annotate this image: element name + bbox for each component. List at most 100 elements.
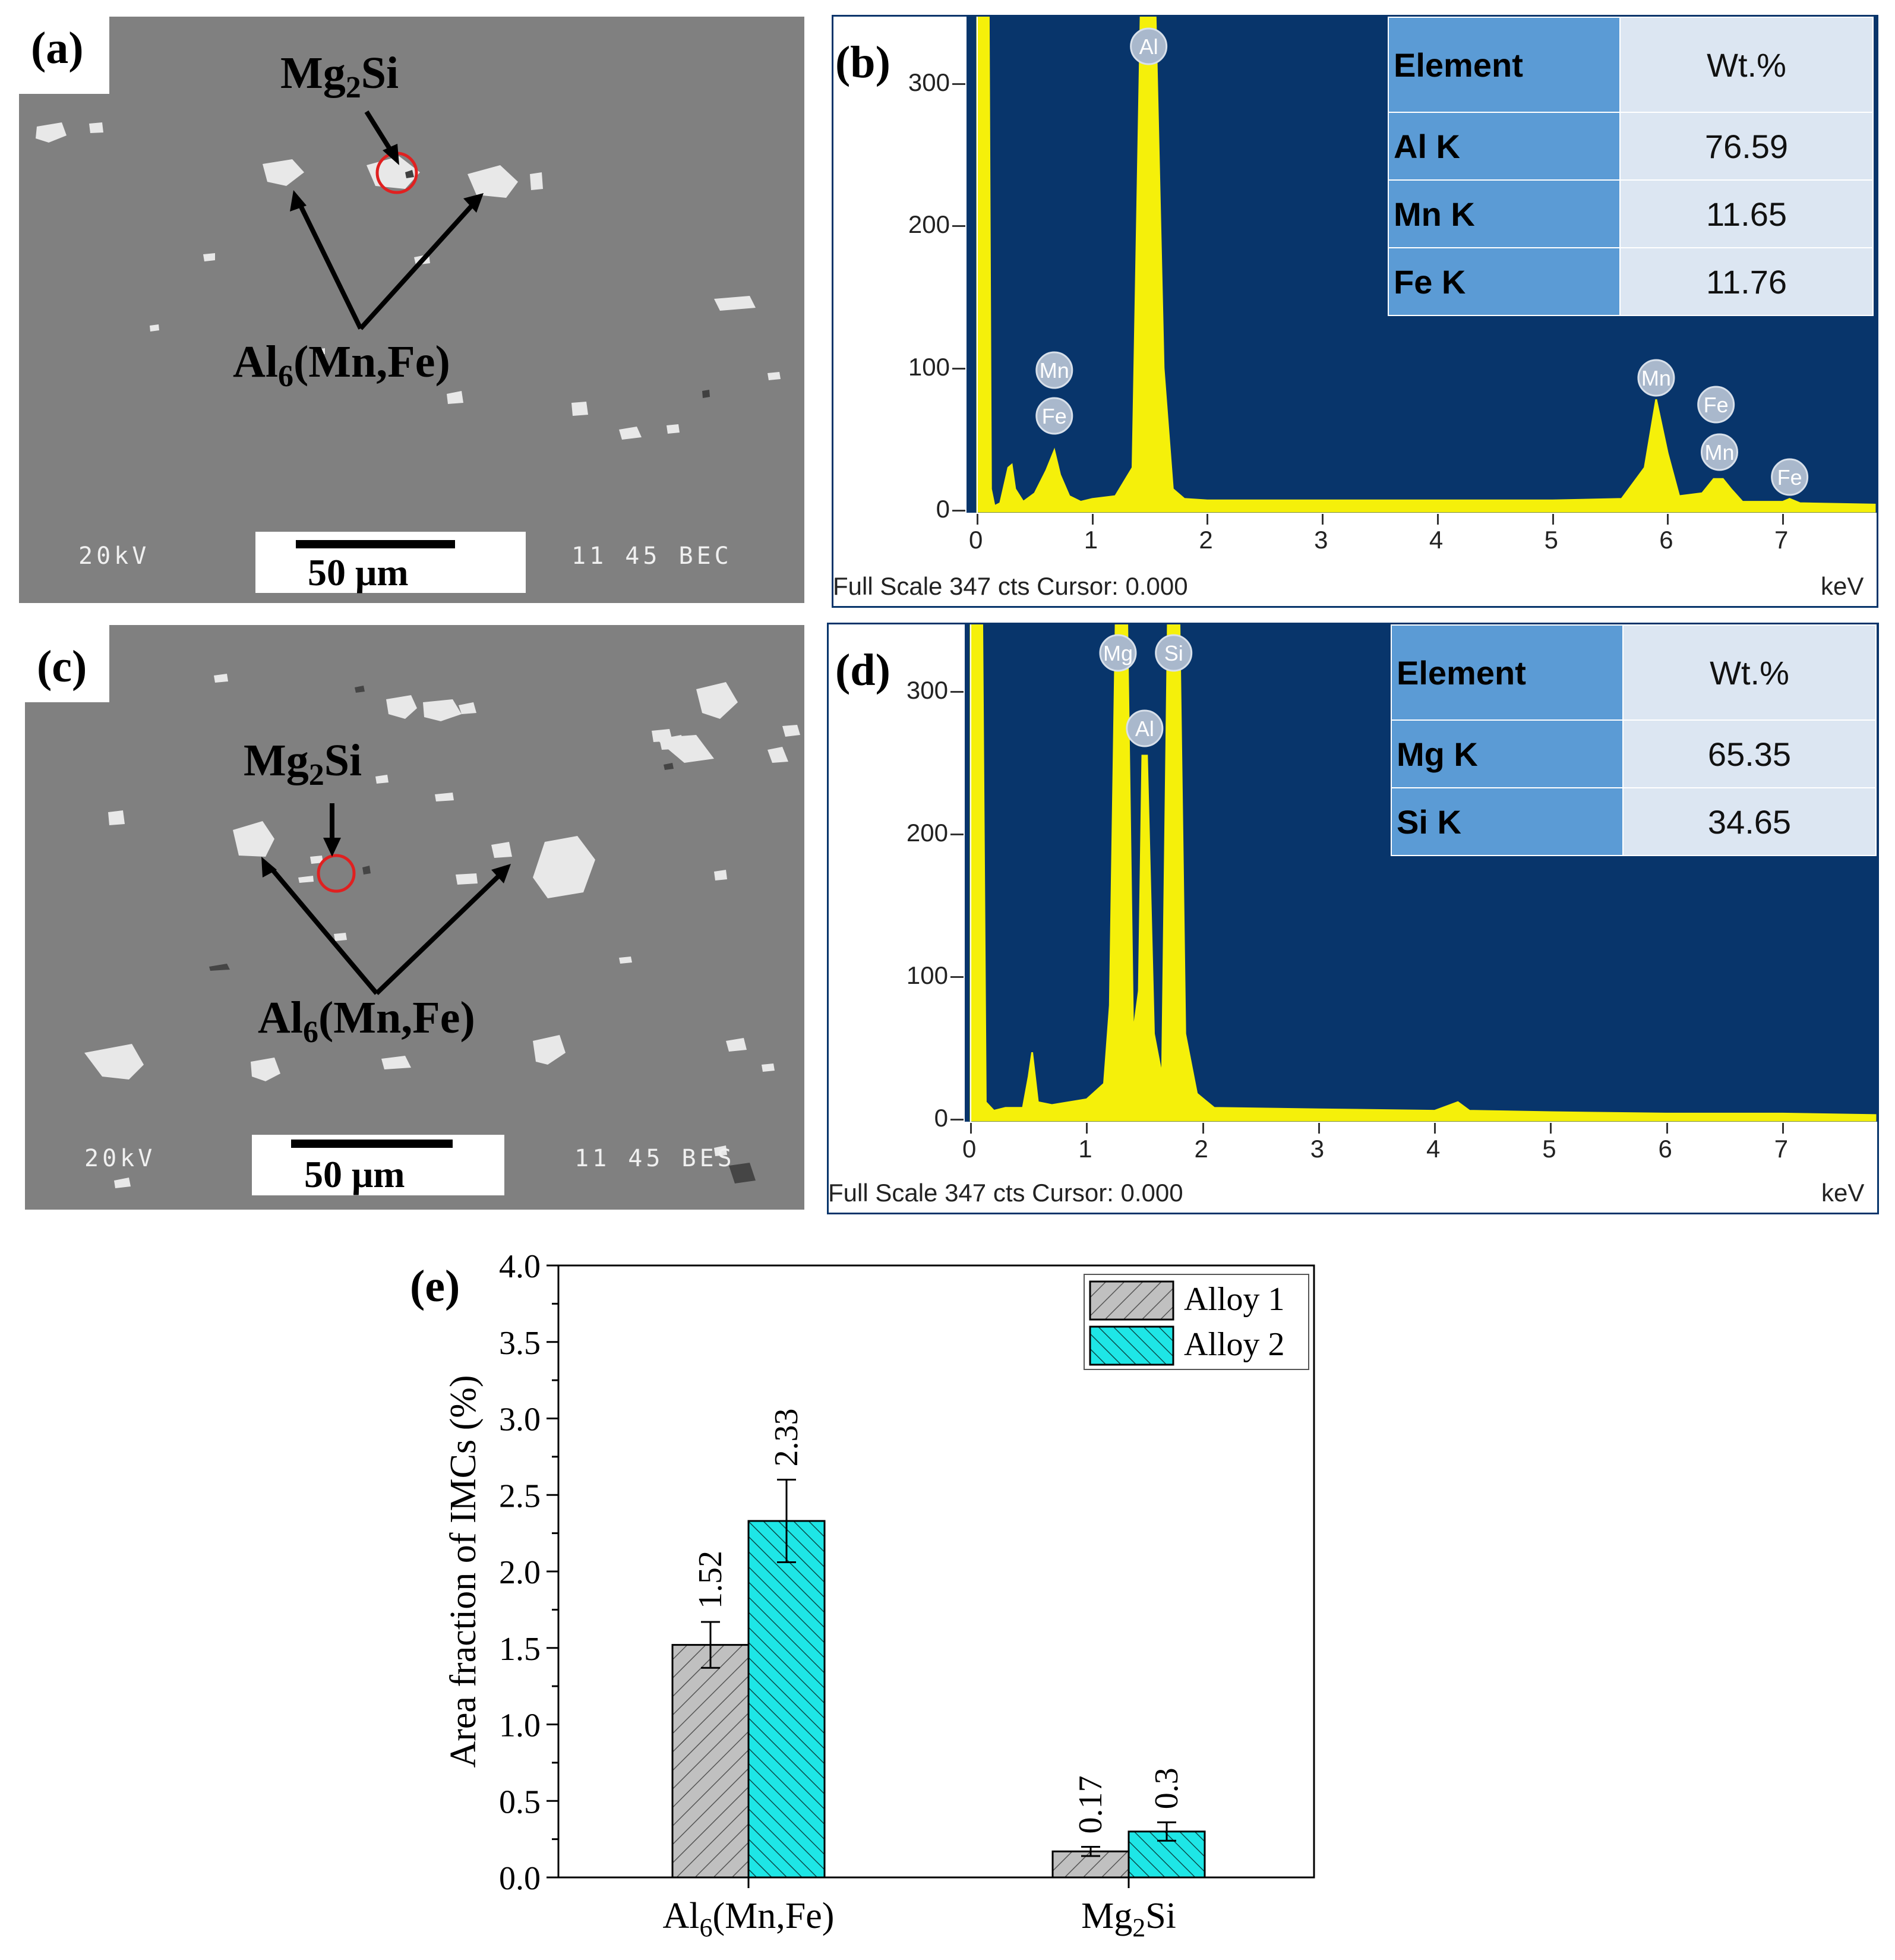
- eds-x-tick-mark: [1086, 1123, 1088, 1134]
- bar-alloy2: [747, 1520, 826, 1879]
- eds-x-tick: 2: [1194, 1135, 1208, 1163]
- eds-y-tick-mark: [950, 833, 964, 835]
- arrowhead-right-a: [463, 193, 484, 213]
- mg2si-label-a-rest: Si: [361, 48, 399, 98]
- y-tick-label: 2.5: [499, 1478, 541, 1514]
- table-row: Mn K 11.65: [1388, 179, 1874, 248]
- legend-swatch-alloy2: [1089, 1325, 1174, 1366]
- eds-element-cell: Si K: [1391, 787, 1624, 856]
- peak-label: Mn: [1641, 366, 1671, 390]
- eds-x-tick-mark: [1202, 1123, 1204, 1134]
- eds-y-tick: 300: [906, 676, 948, 704]
- eds-y-tick: 300: [908, 68, 950, 96]
- y-tick-label: 4.0: [499, 1248, 541, 1285]
- bar-chart-panel-e: 0.0 0.5 1.0 1.5 2.0 2.5 3.0 3.5 4.0 Area fraction…: [356, 1236, 1366, 1958]
- legend-label: Alloy 1: [1184, 1281, 1285, 1318]
- eds-x-tick-mark: [1666, 1123, 1668, 1134]
- peak-bubble: [1035, 397, 1073, 435]
- al6-label-a-base: Al: [233, 337, 278, 387]
- peak-label: Mg: [1103, 641, 1133, 665]
- table-row: Si K 34.65: [1391, 787, 1877, 856]
- sem-footer-right-a: 11 45 BEC: [571, 542, 732, 570]
- sem-panel-c: (c) Mg2Si Al6(Mn,Fe) 20kV 11 45 BES 50 μ…: [25, 625, 804, 1210]
- scale-text-c: 50 μm: [304, 1153, 405, 1195]
- legend-swatch-alloy1: [1089, 1280, 1174, 1321]
- eds-x-tick: 1: [1078, 1135, 1092, 1163]
- eds-x-tick: 1: [1084, 526, 1098, 554]
- al6-label-c: Al6(Mn,Fe): [258, 992, 475, 1050]
- sem-footer-left-c: 20kV: [84, 1145, 156, 1172]
- sem-footer-left-a: 20kV: [78, 542, 150, 570]
- eds-table-header-element-d: Element: [1391, 624, 1624, 721]
- al6-label-c-sub: 6: [303, 1015, 318, 1050]
- peak-bubble: [1697, 386, 1735, 424]
- x-tick-label: Al6(Mn,Fe): [663, 1896, 835, 1942]
- eds-table-header-wt-d: Wt.%: [1622, 624, 1877, 721]
- eds-x-tick: 0: [962, 1135, 977, 1163]
- peak-bubble: [1035, 351, 1073, 389]
- y-tick-label: 0.5: [499, 1784, 541, 1820]
- scale-text-a: 50 μm: [308, 551, 409, 594]
- y-tick-label: 1.0: [499, 1707, 541, 1744]
- y-axis-label: Area fraction of IMCs (%): [443, 1375, 484, 1768]
- eds-x-tick: 4: [1426, 1135, 1441, 1163]
- data-label: 2.33: [768, 1409, 805, 1467]
- data-label: 0.3: [1148, 1768, 1185, 1809]
- data-label: 0.17: [1072, 1776, 1109, 1834]
- sem-particles-c: [25, 625, 804, 1210]
- mg2si-label-c-base: Mg: [244, 736, 309, 785]
- panel-letter-a: (a): [19, 17, 109, 94]
- eds-x-tick-mark: [1091, 514, 1094, 525]
- eds-x-tick: 5: [1542, 1135, 1556, 1163]
- eds-x-tick-mark: [1318, 1123, 1320, 1134]
- arrowhead-right-c: [491, 864, 511, 883]
- peak-bubble: [1700, 433, 1738, 471]
- eds-table-header-b: Element Wt.%: [1388, 17, 1874, 113]
- al6-label-a-rest: (Mn,Fe): [293, 337, 450, 387]
- eds-y-tick-mark: [950, 976, 964, 978]
- scale-bar-a: [296, 540, 455, 548]
- peak-label: Fe: [1704, 393, 1729, 417]
- mg2si-label-a-base: Mg: [280, 48, 346, 98]
- eds-panel-b: (b) Al Mn Fe Mn Fe Mn Fe 0 100 200 300 0 1 2 3 4 5 6 7 F…: [832, 15, 1880, 609]
- peak-bubble: [1130, 27, 1168, 65]
- eds-x-tick-mark: [1207, 514, 1209, 525]
- eds-spectrum-b: Al Mn Fe Mn Fe Mn Fe: [976, 17, 1876, 513]
- eds-spectrum-d: Mg Si Al: [969, 624, 1877, 1122]
- mg2si-circle-c: [317, 854, 356, 893]
- eds-x-tick: 3: [1310, 1135, 1325, 1163]
- eds-footer-right-b: keV: [1821, 572, 1864, 600]
- eds-panel-d: (d) Mg Si Al 0 100 200 300 0 1 2 3 4 5 6 7 Full Scal…: [827, 623, 1880, 1216]
- peak-bubble: [1155, 634, 1193, 672]
- al6-label-c-base: Al: [258, 993, 303, 1043]
- eds-table-header-d: Element Wt.%: [1391, 624, 1877, 721]
- mg2si-label-a: Mg2Si: [280, 48, 399, 105]
- peak-label: Mn: [1704, 440, 1734, 465]
- eds-wt-cell: 34.65: [1622, 787, 1877, 856]
- eds-element-cell: Mg K: [1391, 719, 1624, 788]
- eds-y-tick-mark: [950, 1119, 964, 1121]
- eds-x-tick-mark: [970, 1123, 972, 1134]
- peak-label: Al: [1139, 34, 1158, 59]
- panel-letter-b: (b): [835, 37, 890, 87]
- peak-label: Fe: [1042, 404, 1067, 428]
- eds-x-tick-mark: [1552, 514, 1554, 525]
- chart-title: (e): [410, 1261, 460, 1311]
- eds-y-tick-mark: [952, 225, 965, 228]
- legend-label: Alloy 2: [1184, 1326, 1285, 1363]
- y-tick-label: 3.5: [499, 1325, 541, 1362]
- eds-table-header-wt-b: Wt.%: [1619, 17, 1874, 113]
- mg2si-label-a-sub: 2: [345, 71, 361, 105]
- eds-table-b: Element Wt.% Al K 76.59 Mn K 11.65 Fe K …: [1388, 17, 1874, 316]
- eds-x-tick: 2: [1199, 526, 1213, 554]
- eds-y-tick-mark: [952, 83, 965, 85]
- eds-x-tick-mark: [1434, 1123, 1436, 1134]
- table-row: Al K 76.59: [1388, 112, 1874, 181]
- y-tick-label: 0.0: [499, 1860, 541, 1897]
- eds-x-tick-mark: [1550, 1123, 1552, 1134]
- scale-bar-box-c: 50 μm: [252, 1135, 504, 1195]
- eds-x-tick-mark: [1322, 514, 1324, 525]
- y-tick-label: 3.0: [499, 1402, 541, 1438]
- table-row: Mg K 65.35: [1391, 719, 1877, 788]
- peak-label: Al: [1135, 717, 1154, 741]
